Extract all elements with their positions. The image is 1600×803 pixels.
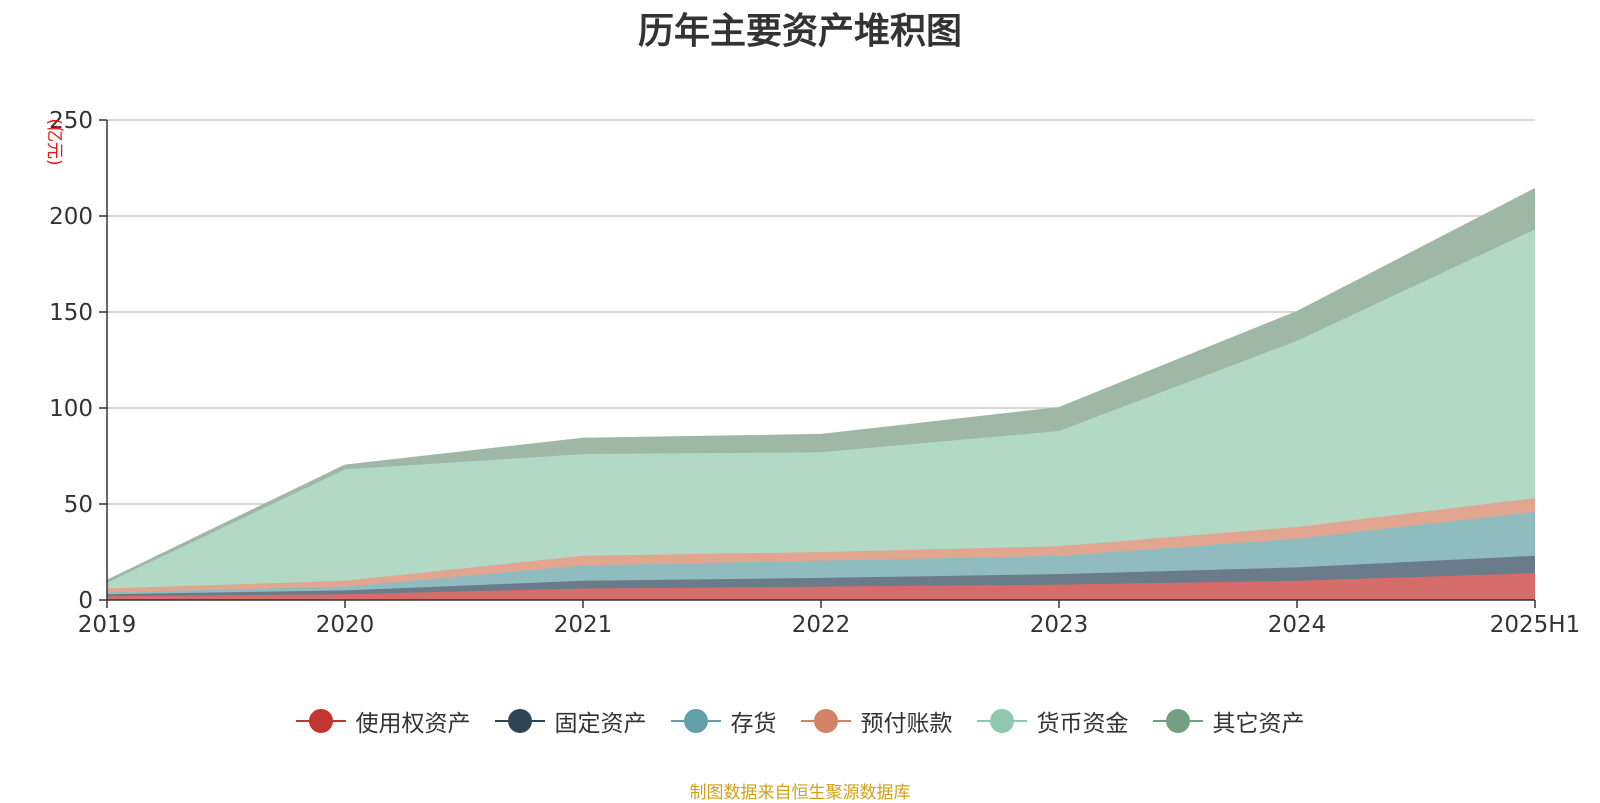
legend-label: 预付账款 bbox=[860, 711, 953, 737]
source-note: 制图数据来自恒生聚源数据库 bbox=[689, 783, 911, 803]
legend-marker-icon bbox=[1152, 706, 1203, 736]
y-axis-unit-label: (亿元) bbox=[44, 118, 64, 165]
x-tick-label: 2025H1 bbox=[1490, 612, 1580, 638]
area-series-0 bbox=[107, 573, 1535, 600]
legend-marker-icon bbox=[800, 706, 851, 736]
chart-title: 历年主要资产堆积图 bbox=[637, 11, 962, 52]
legend-item-0[interactable]: 使用权资产 bbox=[295, 704, 471, 738]
legend-label: 固定资产 bbox=[554, 711, 647, 737]
y-tick-label: 50 bbox=[64, 492, 93, 518]
legend-item-1[interactable]: 固定资产 bbox=[494, 704, 647, 738]
legend-item-4[interactable]: 货币资金 bbox=[976, 704, 1129, 738]
y-tick-label: 0 bbox=[78, 588, 93, 614]
x-tick-label: 2021 bbox=[554, 612, 613, 638]
x-tick-label: 2019 bbox=[78, 612, 137, 638]
y-tick-label: 150 bbox=[49, 300, 93, 326]
legend-item-5[interactable]: 其它资产 bbox=[1152, 704, 1305, 738]
legend-marker-icon bbox=[494, 706, 545, 736]
legend-item-2[interactable]: 存货 bbox=[670, 704, 777, 738]
legend-item-3[interactable]: 预付账款 bbox=[800, 704, 953, 738]
x-tick-label: 2020 bbox=[316, 612, 375, 638]
legend-label: 存货 bbox=[730, 711, 777, 737]
legend-marker-icon bbox=[295, 706, 346, 736]
area-series-4 bbox=[107, 229, 1535, 589]
legend-marker-icon bbox=[976, 706, 1027, 736]
x-tick-label: 2024 bbox=[1268, 612, 1327, 638]
legend-label: 货币资金 bbox=[1036, 711, 1129, 737]
axes: 0 50 100 150 200 250 2019 2020 2021 2022 2023 2024 2… bbox=[49, 108, 1580, 638]
y-tick-label: 250 bbox=[49, 108, 93, 134]
x-tick-label: 2022 bbox=[792, 612, 851, 638]
line-series-5 bbox=[106, 188, 1536, 582]
legend-marker-icon bbox=[670, 706, 721, 736]
legend-label: 其它资产 bbox=[1212, 711, 1305, 737]
area-series-2 bbox=[107, 511, 1535, 595]
area-series bbox=[106, 188, 1536, 600]
y-tick-label: 200 bbox=[49, 204, 93, 230]
y-tick-label: 100 bbox=[49, 396, 93, 422]
legend: 使用权资产 固定资产 存货 预付账款 货币资金 其它资产 bbox=[0, 704, 1600, 738]
legend-label: 使用权资产 bbox=[355, 711, 471, 737]
x-tick-label: 2023 bbox=[1030, 612, 1089, 638]
